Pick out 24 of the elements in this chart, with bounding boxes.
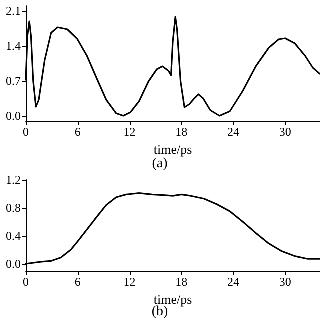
- x-tick-label: 6: [74, 125, 81, 139]
- x-tick-label: 18: [176, 125, 188, 139]
- x-tick-label: 30: [279, 125, 292, 139]
- x-axis-title: time/ps: [154, 292, 192, 307]
- y-tick-label: 0.7: [6, 74, 21, 88]
- x-tick-label: 24: [228, 125, 240, 139]
- y-tick-label: 0.8: [6, 201, 21, 215]
- x-axis-title: time/ps: [154, 142, 192, 157]
- y-tick-label: 0.0: [6, 257, 21, 271]
- x-tick-label: 6: [74, 275, 81, 289]
- y-tick-label: 0.0: [6, 109, 21, 123]
- text: (a): [152, 156, 168, 172]
- x-tick-label: 30: [279, 275, 292, 289]
- y-tick-label: 1.4: [6, 39, 21, 53]
- x-tick-label: 18: [176, 275, 188, 289]
- y-tick-label: 0.4: [6, 229, 21, 243]
- x-tick-label: 0: [23, 275, 29, 289]
- x-tick-label: 12: [124, 275, 136, 289]
- x-tick-label: 24: [228, 275, 240, 289]
- text: (b): [152, 304, 168, 320]
- y-tick-label: 1.2: [6, 173, 21, 187]
- x-tick-label: 0: [23, 125, 29, 139]
- y-tick-label: 2.1: [6, 4, 21, 18]
- x-tick-label: 12: [124, 125, 136, 139]
